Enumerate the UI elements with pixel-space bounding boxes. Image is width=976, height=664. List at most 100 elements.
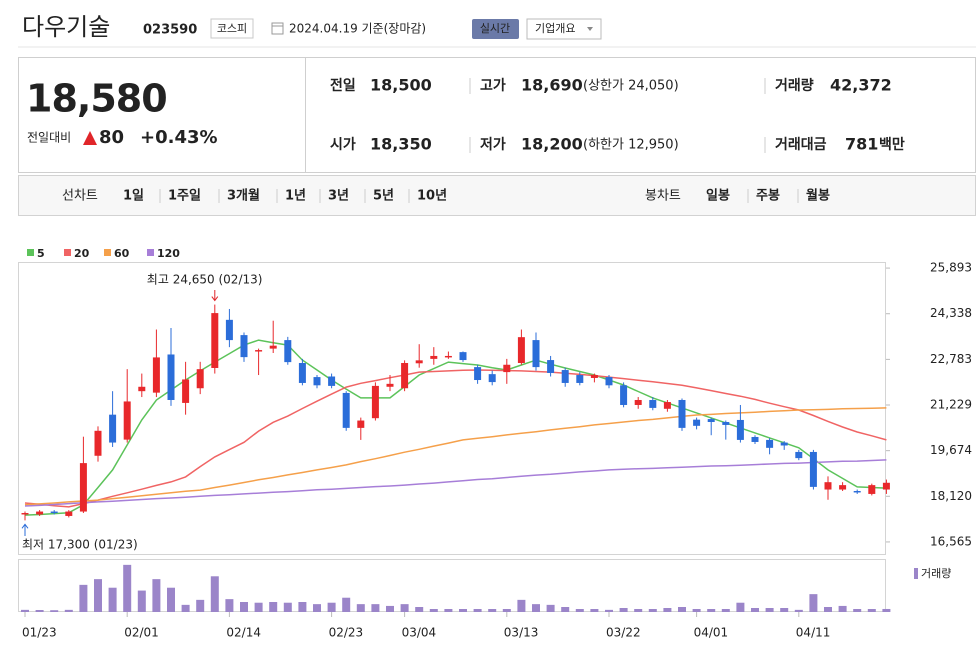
base-date: 2024.04.19 기준(장마감) (289, 22, 426, 36)
candle-tab[interactable]: 일봉 (706, 189, 730, 204)
candle-tab[interactable]: 월봉 (806, 188, 830, 204)
volume-frame (18, 559, 886, 612)
candle-body (474, 367, 482, 381)
volume-bar (152, 579, 161, 612)
x-tick-label: 02/14 (226, 626, 261, 640)
candle-body (109, 414, 117, 443)
candle-body (240, 335, 248, 358)
candle-body (36, 511, 44, 515)
candle-body (620, 385, 628, 405)
candle-body (576, 375, 584, 383)
volume-bar (283, 602, 292, 612)
period-tab[interactable]: 3개월 (227, 188, 260, 204)
volume-bar (838, 605, 847, 612)
volume-bar (751, 608, 759, 612)
quote-unit: 백만 (879, 137, 905, 153)
period-tab[interactable]: 1주일 (168, 189, 201, 204)
candle-body (225, 319, 233, 341)
volume-bar (79, 584, 88, 612)
candle-body (79, 463, 87, 512)
volume-legend-label: 거래량 (921, 567, 951, 580)
legend-swatch (147, 249, 154, 256)
low-arrow (21, 523, 29, 536)
company-label[interactable]: 기업개요 (535, 22, 575, 35)
x-tick-label: 01/23 (22, 626, 57, 640)
period-tab[interactable]: 3년 (328, 189, 349, 204)
candle-body (342, 392, 350, 428)
volume-bar (342, 597, 351, 612)
tab-bar (18, 175, 976, 216)
volume-bar (137, 590, 146, 612)
volume-bar (561, 607, 570, 612)
volume-bar (517, 599, 526, 612)
candle-body (152, 357, 160, 393)
candle-body (298, 362, 306, 383)
x-tick-label: 03/04 (402, 626, 437, 640)
company-button[interactable] (526, 18, 602, 40)
line-chart-label: 선차트 (62, 189, 98, 204)
calendar-icon (271, 22, 284, 35)
candle-body (707, 419, 715, 423)
realtime-label[interactable]: 실시간 (480, 22, 510, 35)
realtime-button[interactable] (472, 19, 519, 39)
volume-bar (824, 607, 832, 612)
up-triangle (83, 131, 97, 145)
quote-value: 42,372 (830, 76, 892, 95)
candle-body (605, 377, 613, 386)
volume-bar (502, 609, 511, 612)
quote-panel (18, 57, 976, 173)
volume-bar (356, 604, 365, 612)
candle-body (21, 513, 29, 515)
quote-value: 18,690 (521, 76, 583, 95)
volume-bar (371, 604, 380, 612)
high-annotation: 최고 24,650 (02/13) (147, 273, 263, 287)
volume-bar (254, 602, 263, 612)
volume-bar (108, 587, 117, 612)
candle-body (766, 439, 774, 448)
change-percent: +0.43% (140, 127, 218, 148)
stock-chart: 25,893 24,338 22,783 21,229 19,674 18,120 16,5… (18, 247, 972, 640)
candle-tab[interactable]: 주봉 (756, 189, 780, 204)
x-tick-label: 04/01 (694, 626, 729, 640)
market: 코스피 (217, 22, 247, 35)
candle-body (444, 355, 452, 358)
low-annotation: 최저 17,300 (01/23) (22, 538, 138, 552)
company-name: 다우기술 (22, 13, 110, 41)
quote-label: 고가 (480, 78, 506, 94)
candle-body (328, 376, 336, 386)
volume-bar (605, 609, 613, 612)
volume-bar (867, 609, 876, 612)
y-tick-label: 25,893 (930, 261, 972, 275)
moving-average-line (24, 459, 887, 507)
quote-label: 전일 (330, 77, 356, 94)
volume-bar (780, 608, 789, 612)
period-tab[interactable]: 1일 (123, 189, 144, 204)
candle-body (547, 360, 555, 373)
quote-label: 시가 (330, 137, 356, 153)
candle-body (824, 482, 832, 490)
y-tick-label: 22,783 (930, 352, 972, 366)
candle-body (488, 374, 496, 383)
candle-body (123, 401, 131, 440)
volume-bar (619, 608, 628, 612)
quote-items: 전일 18,500 고가 18,690 (상한가 24,050) 거래량 42,372 시가 1… (330, 76, 905, 154)
candle-body (401, 362, 409, 389)
x-tick-label: 03/22 (606, 626, 641, 640)
period-tab[interactable]: 10년 (417, 189, 447, 204)
moving-average-line (24, 407, 887, 506)
volume-bar (882, 608, 891, 612)
candle-body (94, 430, 102, 456)
volume-bar (240, 602, 248, 612)
legend-label: 20 (74, 247, 90, 260)
market-badge (210, 18, 254, 39)
volume-bar (123, 564, 132, 612)
candle-body (693, 419, 701, 426)
candle-body (795, 451, 803, 459)
period-tab[interactable]: 1년 (285, 189, 306, 204)
volume-bar (167, 587, 175, 612)
volume-bar (429, 609, 438, 612)
period-tab[interactable]: 5년 (373, 189, 394, 204)
candle-body (503, 364, 511, 373)
volume-bar (313, 604, 321, 612)
volume-bar (473, 609, 482, 612)
